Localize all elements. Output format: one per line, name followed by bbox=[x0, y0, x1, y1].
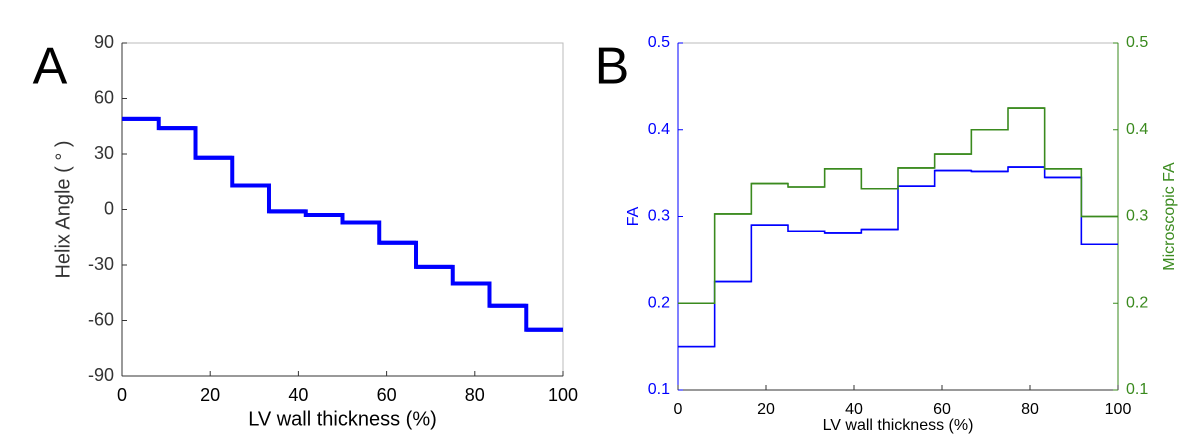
step-connector bbox=[122, 116, 563, 332]
y2-axis-label: Microscopic FA bbox=[1161, 162, 1178, 271]
x-tick-label: 20 bbox=[200, 385, 220, 405]
y-axis-label: FA bbox=[625, 206, 642, 226]
y-tick-label: 0.5 bbox=[648, 34, 670, 51]
x-tick-label: 0 bbox=[674, 401, 683, 418]
y-tick-label: 30 bbox=[94, 143, 114, 163]
y-tick-label: 90 bbox=[94, 32, 114, 52]
y2-tick-label: 0.5 bbox=[1126, 34, 1148, 51]
y-tick-label: -90 bbox=[88, 365, 114, 385]
y-tick-label: 0.2 bbox=[648, 294, 670, 311]
x-tick-label: 60 bbox=[377, 385, 397, 405]
y-tick-label: 0 bbox=[104, 198, 114, 218]
x-axis-label: LV wall thickness (%) bbox=[248, 408, 437, 430]
x-tick-label: 0 bbox=[117, 385, 127, 405]
y-tick-label: -30 bbox=[88, 254, 114, 274]
y2-tick-label: 0.1 bbox=[1126, 381, 1148, 398]
y-axis-label: Helix Angle ( ° ) bbox=[52, 140, 74, 278]
panel-label: B bbox=[595, 38, 630, 96]
x-tick-label: 100 bbox=[548, 385, 578, 405]
x-tick-label: 100 bbox=[1105, 401, 1132, 418]
x-tick-label: 40 bbox=[288, 385, 308, 405]
y-tick-label: 0.1 bbox=[648, 381, 670, 398]
x-axis-label: LV wall thickness (%) bbox=[823, 417, 974, 434]
x-tick-label: 80 bbox=[465, 385, 485, 405]
step-connector bbox=[678, 166, 1118, 348]
y2-tick-label: 0.3 bbox=[1126, 208, 1148, 225]
x-tick-label: 80 bbox=[1021, 401, 1039, 418]
x-tick-label: 20 bbox=[757, 401, 775, 418]
y2-tick-label: 0.2 bbox=[1126, 294, 1148, 311]
y-tick-label: -60 bbox=[88, 309, 114, 329]
y-tick-label: 0.3 bbox=[648, 208, 670, 225]
axes-box bbox=[121, 42, 564, 377]
y-tick-label: 60 bbox=[94, 87, 114, 107]
panel-label: A bbox=[33, 38, 68, 96]
step-connector bbox=[678, 107, 1118, 305]
y-tick-label: 0.4 bbox=[648, 121, 670, 138]
x-tick-label: 60 bbox=[933, 401, 951, 418]
x-tick-label: 40 bbox=[845, 401, 863, 418]
y2-tick-label: 0.4 bbox=[1126, 121, 1148, 138]
